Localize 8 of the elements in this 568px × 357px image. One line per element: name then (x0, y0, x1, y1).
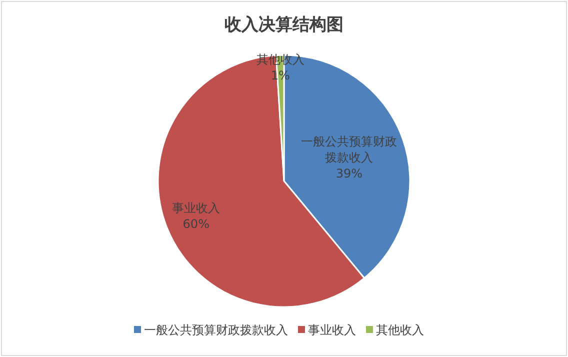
legend-label: 其他收入 (376, 323, 424, 337)
chart-title: 收入决算结构图 (224, 15, 344, 35)
slice-label: 一般公共预算财政拨款收入 (301, 134, 398, 165)
legend-label: 一般公共预算财政拨款收入 (144, 323, 288, 337)
slice-label: 事业收入 (172, 200, 220, 215)
data-label: 60% (182, 216, 210, 231)
data-label: 39% (336, 166, 363, 181)
legend-label: 事业收入 (308, 323, 356, 337)
